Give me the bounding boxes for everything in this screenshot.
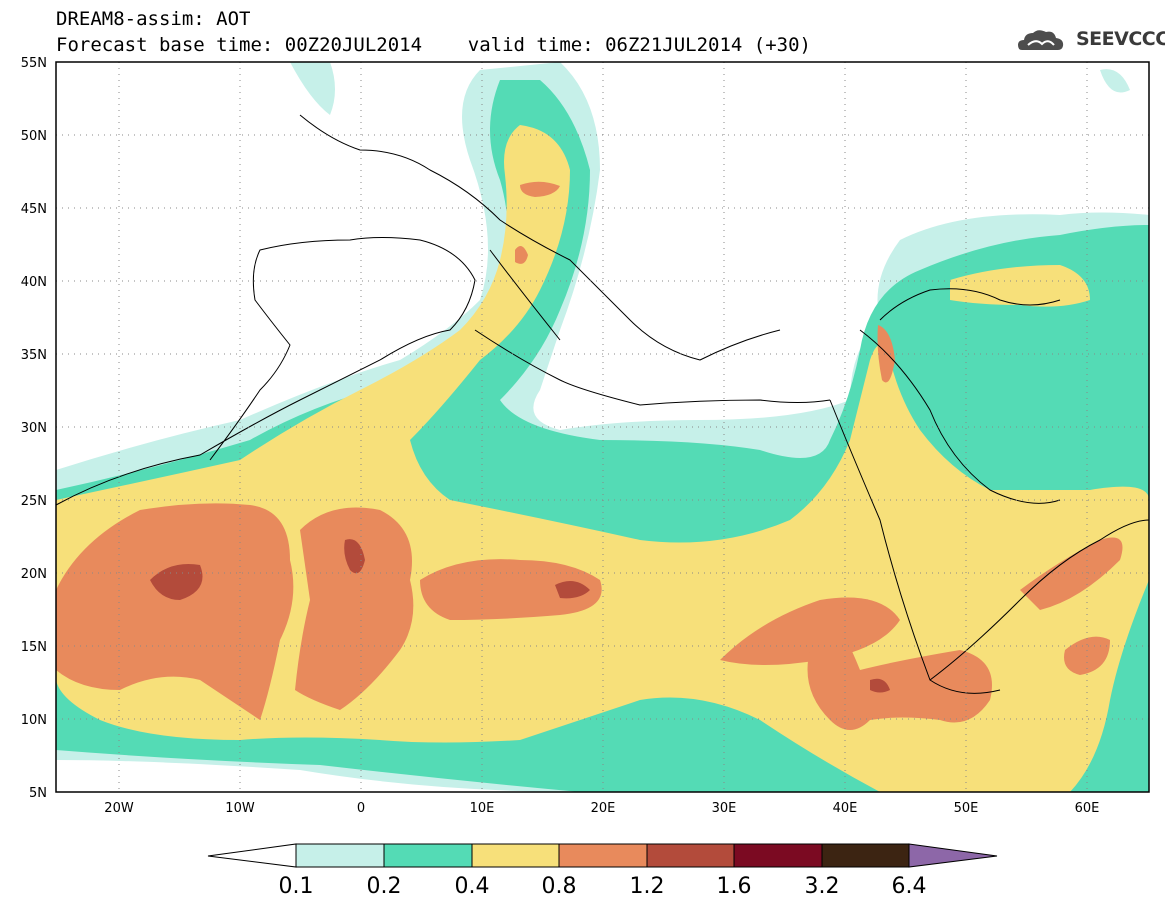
lon-label: 20E [591,801,616,816]
lat-axis: 55N 50N 45N 40N 35N 30N 25N 20N 15N 10N … [21,56,47,801]
lat-label: 50N [21,129,47,144]
aot-band-0.8-oman [1020,537,1123,675]
lat-label: 55N [21,56,47,71]
colorbar-label: 0.1 [279,874,314,899]
colorbar-label: 1.6 [717,874,752,899]
colorbar-segment [646,843,735,868]
lon-label: 30E [712,801,737,816]
aot-band-0.8-west [56,503,294,720]
colorbar-label: 3.2 [805,874,840,899]
colorbar-low-arrow [207,843,297,868]
lat-label: 5N [29,786,47,801]
graticule [56,62,1149,792]
colorbar-label: 0.8 [542,874,577,899]
colorbar-segment [733,843,823,868]
lon-label: 50E [954,801,979,816]
lat-label: 45N [21,202,47,217]
lon-label: 40E [833,801,858,816]
colorbar-high-arrow [908,843,998,868]
colorbar-segment [383,843,473,868]
title-line-2: Forecast base time: 00Z20JUL2014 valid t… [56,34,811,56]
title-line-1: DREAM8-assim: AOT [56,8,251,30]
aot-band-0.8-mali [295,507,414,710]
coastlines [56,114,1149,694]
aot-band-0.8-arabia [807,600,992,730]
colorbar-label: 0.2 [367,874,402,899]
colorbar-segment [558,843,648,868]
aot-band-0.4-caspian [950,265,1090,307]
lat-label: 20N [21,567,47,582]
colorbar: 0.1 0.2 0.4 0.8 1.2 1.6 3.2 6.4 [207,843,998,899]
lat-label: 30N [21,421,47,436]
colorbar-label: 0.4 [455,874,490,899]
lat-label: 10N [21,713,47,728]
lon-label: 0 [357,801,365,816]
colorbar-segment [471,843,560,868]
lon-axis: 20W 10W 0 10E 20E 30E 40E 50E 60E [104,801,1099,816]
colorbar-segment [295,843,385,868]
lon-label: 10W [225,801,255,816]
aot-band-0.8-niger [420,559,602,620]
lat-label: 35N [21,348,47,363]
map-frame [55,61,1150,793]
lat-label: 25N [21,494,47,509]
lat-label: 40N [21,275,47,290]
colorbar-segment [821,843,910,868]
logo-text: SEEVCCC [1076,28,1165,50]
aot-band-0.8-sudan [720,597,900,665]
lon-label: 10E [470,801,495,816]
cloud-icon [1018,30,1064,50]
colorbar-label: 6.4 [892,874,927,899]
lon-label: 60E [1075,801,1100,816]
colorbar-label: 1.2 [630,874,665,899]
lon-label: 20W [104,801,134,816]
lat-label: 15N [21,640,47,655]
